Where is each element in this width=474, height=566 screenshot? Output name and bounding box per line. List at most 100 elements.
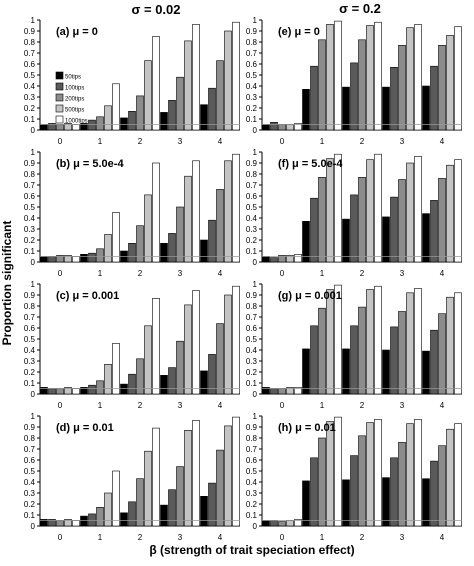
y-tick-label: 0.4 [246, 346, 258, 355]
bar [136, 225, 144, 263]
bar [184, 175, 192, 263]
bar [136, 95, 144, 131]
y-tick-label: 1 [253, 412, 258, 421]
bar [414, 418, 422, 527]
bar [334, 153, 342, 263]
x-axis-label: β (strength of trait speciation effect) [149, 543, 354, 557]
bar [216, 60, 224, 131]
x-tick-label: 0 [58, 401, 63, 410]
bar [216, 449, 224, 527]
y-tick-label: 0.6 [24, 60, 36, 69]
y-tick-label: 0.8 [24, 170, 36, 179]
bar [216, 323, 224, 395]
bar [334, 284, 342, 395]
y-tick-label: 1 [31, 412, 36, 421]
bar [208, 354, 216, 395]
bar [128, 373, 136, 395]
y-tick-label: 0.3 [24, 357, 36, 366]
y-tick-label: 0.4 [24, 214, 36, 223]
bar [302, 348, 310, 395]
y-tick-label: 0.3 [24, 93, 36, 102]
y-tick-label: 0.8 [246, 434, 258, 443]
y-tick-label: 1 [253, 16, 258, 25]
bar [270, 388, 278, 395]
y-tick-label: 0.3 [246, 489, 258, 498]
x-tick-label: 2 [138, 137, 143, 146]
bar [232, 416, 240, 527]
chart-panel: 0 0.1 0.2 0.3 0.4 0.5 0.6 0.7 0.8 0.9 1 0 1 2 3 4 (a) μ … [24, 16, 240, 146]
y-tick-label: 0.5 [246, 335, 258, 344]
bar [224, 425, 232, 527]
bar [358, 306, 366, 395]
bar [128, 501, 136, 527]
bar [326, 289, 334, 395]
bar [192, 420, 200, 527]
panel-label: (a) μ = 0 [56, 26, 98, 38]
bar [208, 219, 216, 263]
bar [200, 239, 208, 263]
x-tick-label: 2 [138, 269, 143, 278]
legend-swatch [55, 82, 64, 91]
y-tick-label: 0.6 [24, 324, 36, 333]
bar [398, 311, 406, 395]
bar [176, 76, 184, 131]
bar [168, 367, 176, 395]
y-tick-label: 0.9 [246, 423, 258, 432]
bar [366, 289, 374, 395]
bar [56, 388, 64, 395]
bar [184, 40, 192, 131]
y-tick-label: 0.6 [24, 192, 36, 201]
y-tick-label: 0.5 [24, 467, 36, 476]
bar [278, 255, 286, 263]
bar [318, 307, 326, 395]
bar [192, 160, 200, 263]
bar [232, 153, 240, 263]
chart-panel: 0 0.1 0.2 0.3 0.4 0.5 0.6 0.7 0.8 0.9 1 0 1 2 3 4 (f) μ … [246, 148, 462, 278]
bar [302, 221, 310, 263]
bar [342, 86, 350, 131]
bar [358, 39, 366, 131]
bar [176, 466, 184, 527]
y-tick-label: 0.1 [24, 379, 36, 388]
bar [270, 520, 278, 527]
x-tick-label: 4 [218, 401, 223, 410]
bar [168, 100, 176, 131]
y-tick-label: 0.4 [246, 478, 258, 487]
x-tick-label: 3 [178, 269, 183, 278]
y-tick-label: 1 [31, 280, 36, 289]
bar [40, 519, 48, 527]
bar [184, 429, 192, 527]
bar [430, 460, 438, 527]
bar [80, 254, 88, 263]
bar [262, 124, 270, 131]
bar [104, 492, 112, 527]
y-tick-label: 0 [31, 390, 36, 399]
bar [176, 206, 184, 263]
bar [224, 160, 232, 263]
bar [398, 179, 406, 263]
y-axis-label: Proportion significant [0, 221, 14, 346]
x-tick-label: 2 [360, 269, 365, 278]
y-tick-label: 0.9 [246, 159, 258, 168]
y-tick-label: 0.9 [24, 423, 36, 432]
x-tick-label: 0 [58, 137, 63, 146]
y-tick-label: 0.7 [246, 445, 258, 454]
bar [430, 65, 438, 131]
chart-panel: 0 0.1 0.2 0.3 0.4 0.5 0.6 0.7 0.8 0.9 1 0 1 2 3 4 (h) μ … [246, 412, 462, 542]
x-tick-label: 4 [218, 269, 223, 278]
panel-label: (e) μ = 0 [278, 26, 320, 38]
panel-label: (h) μ = 0.01 [278, 422, 336, 434]
bar [112, 212, 120, 263]
x-tick-label: 3 [178, 533, 183, 542]
bar [136, 358, 144, 395]
bar [262, 520, 270, 527]
bar [144, 450, 152, 527]
legend-swatch [55, 104, 64, 113]
x-tick-label: 3 [400, 269, 405, 278]
bar [232, 285, 240, 395]
bar [160, 112, 168, 131]
legend: 50tips 100tips 200tips 500tips 1000tips [55, 71, 88, 125]
bar [342, 218, 350, 263]
bar [216, 189, 224, 263]
